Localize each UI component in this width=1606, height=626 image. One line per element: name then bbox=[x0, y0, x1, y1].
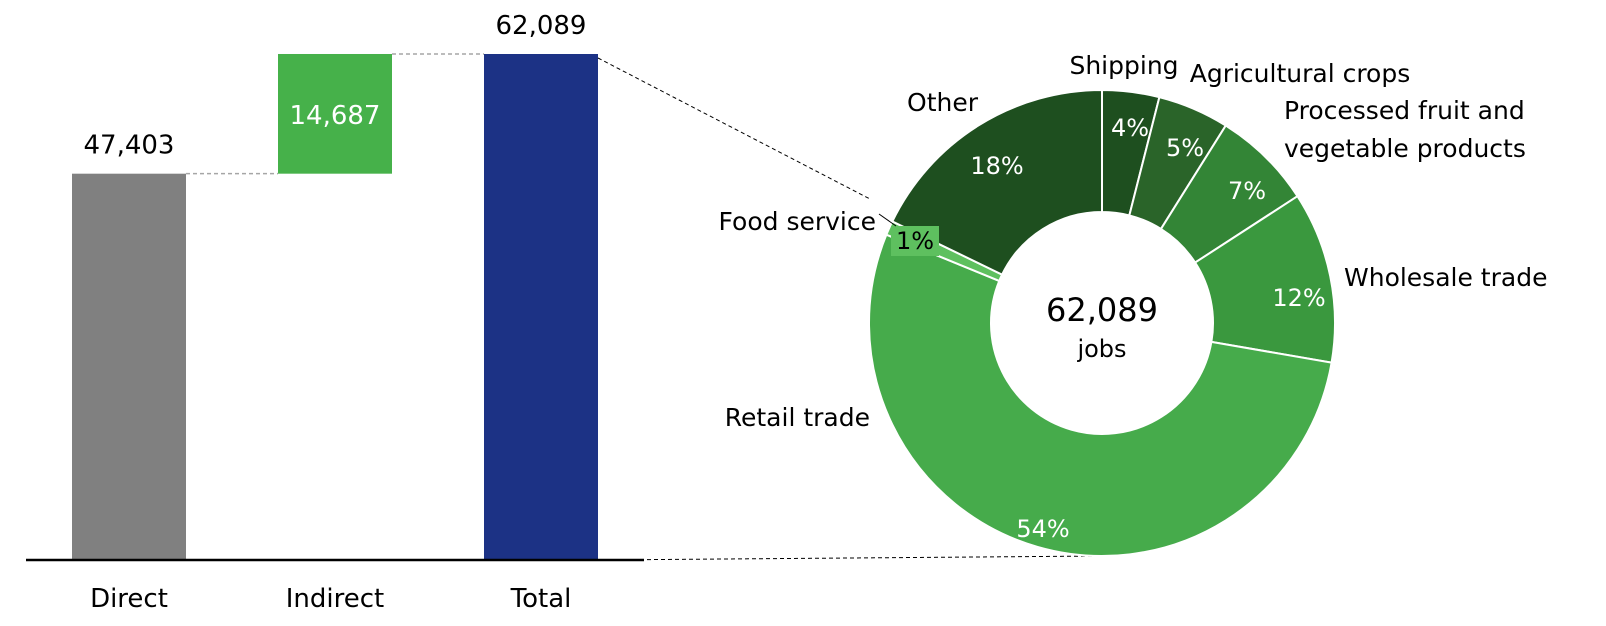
bar-indirect bbox=[278, 53, 392, 174]
donut-center-label: jobs bbox=[1076, 335, 1126, 363]
slice-name-agricultural-crops: Agricultural crops bbox=[1190, 59, 1411, 88]
bar-total bbox=[484, 54, 598, 560]
connector-lines bbox=[186, 53, 1103, 561]
bar-direct bbox=[72, 173, 186, 560]
pct-label-agricultural-crops: 5% bbox=[1166, 134, 1204, 162]
slice-name-food-service: Food service bbox=[719, 207, 876, 236]
slice-name-processed-fruit-and-vegetable-products: Processed fruit and vegetable products bbox=[1284, 96, 1526, 163]
leader-line-food-service bbox=[878, 213, 897, 227]
slice-name-other: Other bbox=[907, 88, 979, 117]
waterfall-chart: 47,403 Direct 14,687 Indirect 62,089 Total bbox=[26, 11, 644, 614]
pct-label-other: 18% bbox=[970, 152, 1023, 180]
value-label-total: 62,089 bbox=[496, 11, 587, 41]
value-label-indirect: 14,687 bbox=[290, 101, 381, 131]
pct-label-retail-trade: 54% bbox=[1016, 515, 1069, 543]
slice-other bbox=[890, 88, 1103, 276]
slice-retail-trade bbox=[868, 233, 1333, 557]
pct-label-box-food-service bbox=[891, 226, 939, 256]
slice-name-retail-trade: Retail trade bbox=[725, 403, 870, 432]
pct-label-shipping: 4% bbox=[1111, 114, 1149, 142]
slice-name-shipping: Shipping bbox=[1069, 51, 1178, 80]
pct-label-food-service: 1% bbox=[896, 227, 934, 255]
zoom-connector-bottom bbox=[597, 555, 1103, 561]
pct-label-processed-fruit-and-vegetable-products: 7% bbox=[1228, 177, 1266, 205]
donut-chart: 4% 5% 7% 12% 54% 1% 18% Shipping Agricultural cr… bbox=[719, 51, 1547, 557]
category-label-direct: Direct bbox=[90, 584, 168, 614]
category-label-total: Total bbox=[510, 584, 572, 614]
category-label-indirect: Indirect bbox=[286, 584, 384, 614]
slice-name-wholesale-trade: Wholesale trade bbox=[1344, 263, 1547, 292]
zoom-connector-top bbox=[597, 57, 871, 200]
pct-label-wholesale-trade: 12% bbox=[1272, 284, 1325, 312]
donut-center-value: 62,089 bbox=[1046, 291, 1158, 329]
value-label-direct: 47,403 bbox=[84, 131, 175, 161]
